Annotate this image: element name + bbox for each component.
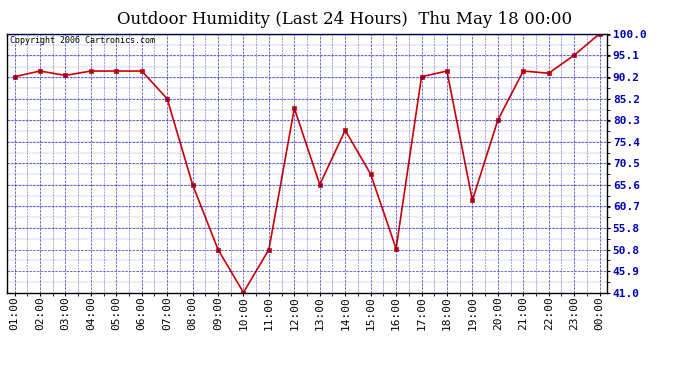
Text: Outdoor Humidity (Last 24 Hours)  Thu May 18 00:00: Outdoor Humidity (Last 24 Hours) Thu May… <box>117 11 573 28</box>
Text: Copyright 2006 Cartronics.com: Copyright 2006 Cartronics.com <box>10 36 155 45</box>
